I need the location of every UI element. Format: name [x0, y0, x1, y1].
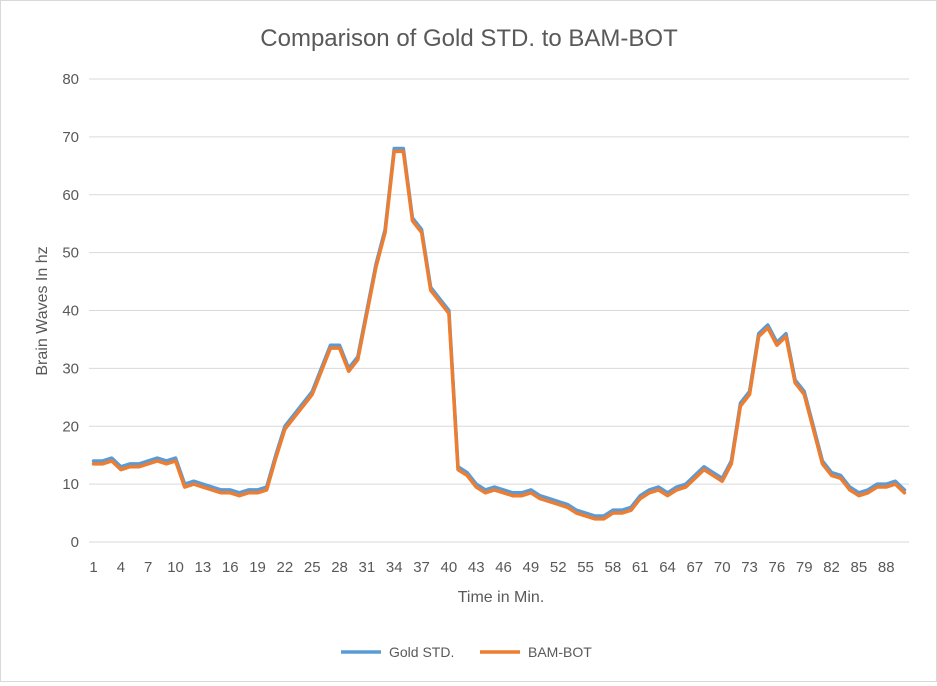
y-tick-label: 60: [62, 187, 79, 204]
x-axis-title: Time in Min.: [458, 589, 545, 606]
gridlines: [89, 78, 909, 485]
x-tick-label: 82: [823, 559, 840, 576]
y-tick-label: 70: [62, 129, 79, 146]
y-axis-ticks: 0 10 20 30 40 50 60 70 80: [62, 71, 79, 551]
x-tick-label: 40: [441, 559, 458, 576]
x-tick-label: 85: [851, 559, 868, 576]
y-tick-label: 50: [62, 245, 79, 262]
x-tick-label: 58: [605, 559, 622, 576]
legend-label: Gold STD.: [389, 644, 454, 660]
series-line-2: [91, 149, 907, 521]
x-tick-label: 64: [659, 559, 676, 576]
x-tick-label: 55: [577, 559, 594, 576]
x-tick-label: 4: [117, 559, 125, 576]
y-tick-label: 20: [62, 418, 79, 435]
x-tick-label: 46: [495, 559, 512, 576]
x-tick-label: 22: [277, 559, 294, 576]
x-tick-label: 25: [304, 559, 321, 576]
y-tick-label: 30: [62, 360, 79, 377]
x-tick-label: 28: [331, 559, 348, 576]
x-tick-label: 31: [359, 559, 376, 576]
x-tick-label: 37: [413, 559, 430, 576]
x-tick-label: 70: [714, 559, 731, 576]
x-tick-label: 79: [796, 559, 813, 576]
x-tick-label: 13: [195, 559, 212, 576]
legend-label: BAM-BOT: [528, 644, 592, 660]
series-line-1: [91, 146, 907, 518]
x-tick-label: 43: [468, 559, 485, 576]
y-tick-label: 80: [62, 71, 79, 88]
x-tick-label: 16: [222, 559, 239, 576]
legend: Gold STD. BAM-BOT: [341, 644, 592, 660]
chart-title: Comparison of Gold STD. to BAM-BOT: [260, 25, 678, 52]
y-tick-label: 10: [62, 476, 79, 493]
x-tick-label: 88: [878, 559, 895, 576]
y-tick-label: 0: [71, 534, 79, 551]
x-tick-label: 52: [550, 559, 567, 576]
x-tick-label: 7: [144, 559, 152, 576]
x-tick-label: 34: [386, 559, 403, 576]
series-lines: [91, 146, 907, 521]
x-tick-label: 1: [89, 559, 97, 576]
x-tick-label: 49: [523, 559, 540, 576]
x-tick-label: 19: [249, 559, 266, 576]
x-tick-label: 76: [769, 559, 786, 576]
x-tick-label: 61: [632, 559, 649, 576]
y-axis-title: Brain Waves In hz: [34, 246, 51, 375]
x-axis-ticks: 1 4 7 10 13 16 19 22 25 28 31 34 37 40 43 46 49 52 55 58 61 6…: [89, 559, 894, 576]
x-tick-label: 10: [167, 559, 184, 576]
x-tick-label: 67: [687, 559, 704, 576]
x-tick-label: 73: [741, 559, 758, 576]
y-tick-label: 40: [62, 303, 79, 320]
